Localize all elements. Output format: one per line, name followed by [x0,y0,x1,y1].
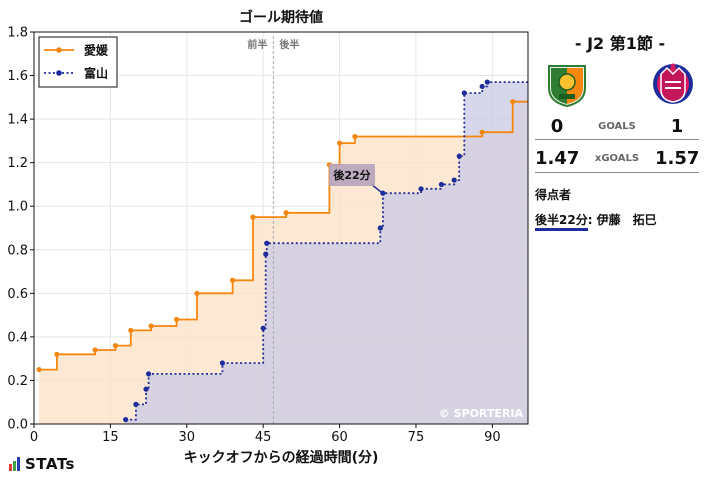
legend-label: 愛媛 [84,43,109,58]
data-point [133,401,139,407]
data-point [250,214,256,220]
scorer-name: : 伊藤 拓巳 [587,213,657,227]
away-crest-icon [653,63,693,104]
stats-logo-text: STATs [25,455,75,473]
data-point [148,323,154,329]
legend-label: 富山 [84,66,108,81]
y-tick-label: 1.4 [7,113,28,128]
data-point [461,90,467,96]
x-tick-label: 0 [30,430,38,445]
y-tick-label: 0.4 [7,330,28,345]
chart-title: ゴール期待値 [239,9,323,26]
y-tick-label: 1.6 [7,69,28,84]
data-point [54,351,60,357]
legend-marker [56,70,62,76]
data-point [128,327,134,333]
data-point [438,181,445,188]
x-tick-label: 15 [102,430,119,445]
match-title: - J2 第1節 - [574,34,666,53]
x-tick-label: 75 [408,430,425,445]
data-point [418,186,424,192]
series-area [125,82,528,424]
data-point [484,79,490,85]
y-tick-label: 0.6 [7,287,28,302]
goals-label: GOALS [598,121,636,132]
annotation-box [329,164,375,186]
legend-marker [56,47,62,53]
scorers-title: 得点者 [535,188,572,202]
data-point [36,366,42,373]
x-tick-label: 60 [331,430,348,445]
data-point [230,277,236,283]
data-point [123,417,129,423]
plot-frame [33,31,529,425]
x-tick-label: 90 [484,430,501,445]
data-point [336,140,343,146]
home-crest-icon [548,65,586,108]
scorer-time: 後半22分 [535,213,588,231]
away-xg: 1.57 [655,148,700,169]
y-tick-label: 0.0 [7,418,28,433]
divider [535,172,699,173]
data-point [456,153,462,159]
data-point [377,225,383,231]
data-point [145,371,152,377]
data-point [92,347,98,353]
match-panel: - J2 第1節 - 0 GOALS 1 1.47 xGOALS 1.57 得点… [533,0,707,479]
y-tick-label: 1.8 [7,26,28,41]
scorer-entry: 後半22分: 伊藤 拓巳 [535,211,657,231]
data-point [264,240,270,246]
data-point [352,133,358,140]
halftime-label-second: 後半 [279,38,299,51]
data-point [112,343,119,349]
data-point [479,83,485,90]
annotation-label: 後22分 [333,168,370,182]
data-point [479,129,485,135]
away-goals: 1 [670,116,684,137]
y-tick-label: 0.8 [7,243,28,258]
data-point [173,316,180,323]
watermark: © SPORTERIA [439,407,524,420]
data-point [143,386,149,392]
divider [535,139,699,140]
data-point [260,325,266,331]
stats-logo-icon [9,457,20,471]
data-point [263,251,269,257]
home-xg: 1.47 [535,148,580,169]
x-tick-label: 30 [179,430,196,445]
goals-row: 0 GOALS 1 [535,116,699,137]
legend-box [38,36,118,88]
x-axis-label: キックオフからの経過時間(分) [184,449,379,466]
data-point [194,290,200,296]
stats-logo: STATs [9,455,75,473]
xgoals-label: xGOALS [594,153,640,164]
data-point [283,210,289,216]
data-point [510,99,516,105]
home-goals: 0 [550,116,564,137]
data-point [219,360,226,366]
y-tick-label: 0.2 [7,374,28,389]
y-tick-label: 1.2 [7,156,28,171]
data-point [380,190,386,196]
data-point [451,177,457,183]
halftime-label-first: 前半 [247,38,267,51]
y-tick-label: 1.0 [7,200,28,215]
x-tick-label: 45 [255,430,272,445]
xgoals-row: 1.47 xGOALS 1.57 [535,148,699,169]
